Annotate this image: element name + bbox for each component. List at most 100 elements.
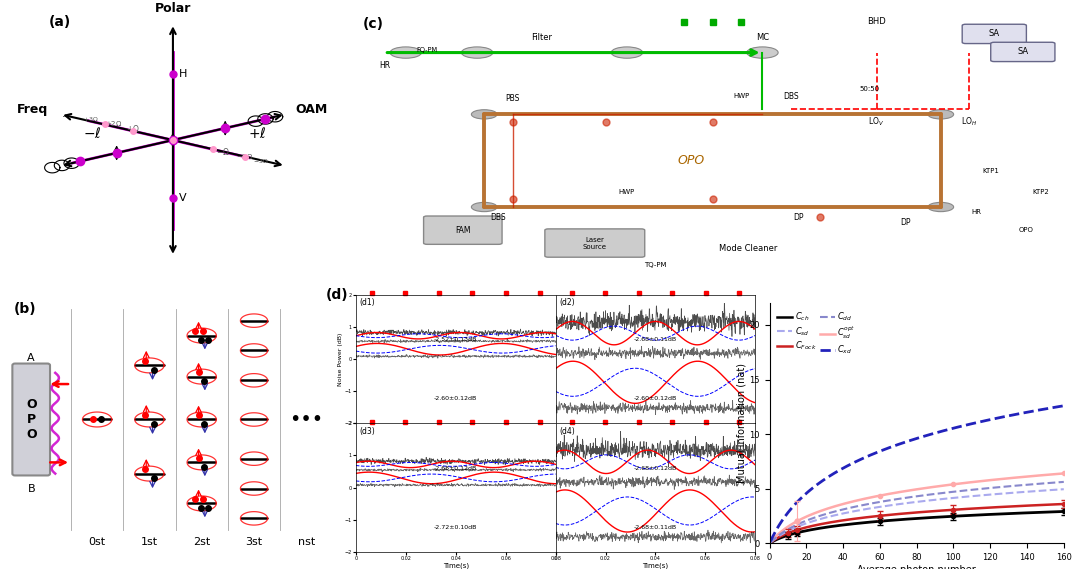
- Line: $C_{xd}$: $C_{xd}$: [770, 406, 1064, 541]
- Text: HWP: HWP: [619, 188, 635, 195]
- Text: PBS: PBS: [505, 94, 519, 104]
- $C^{opt}_{sd}$: [975, 477, 988, 484]
- Text: (d2): (d2): [559, 298, 576, 307]
- Text: SA: SA: [988, 29, 1000, 38]
- Text: (d3): (d3): [360, 427, 376, 436]
- Text: LO$_H$: LO$_H$: [961, 116, 977, 129]
- $C^{opt}_{sd}$: [799, 513, 812, 520]
- Text: (d): (d): [326, 288, 349, 302]
- $C^{opt}_{sd}$: [948, 481, 961, 488]
- X-axis label: Average photon number: Average photon number: [858, 565, 976, 569]
- $C_{Fock}$: [948, 506, 961, 513]
- $C^{opt}_{sd}$: [1057, 470, 1070, 477]
- $C_{sd}$: [1057, 486, 1070, 493]
- $C_{xd}$: [764, 538, 777, 545]
- Text: •••: •••: [289, 410, 323, 429]
- $C^{opt}_{sd}$: [860, 495, 873, 502]
- FancyBboxPatch shape: [423, 216, 502, 244]
- Text: Freq: Freq: [17, 103, 49, 116]
- $C_{Fock}$: [977, 505, 990, 512]
- Text: (d4): (d4): [559, 427, 576, 436]
- $C_{xd}$: [860, 453, 873, 460]
- Text: HR: HR: [379, 61, 390, 70]
- $C_{ch}$: [799, 527, 812, 534]
- Text: $-2\Omega$: $-2\Omega$: [235, 152, 253, 160]
- $C_{dd}$: [764, 539, 777, 546]
- Text: $+\ell$: $+\ell$: [248, 126, 267, 141]
- Text: 0st: 0st: [89, 537, 106, 547]
- FancyBboxPatch shape: [545, 229, 645, 257]
- $C_{sd}$: [977, 492, 990, 498]
- Text: -2.68±0.12dB: -2.68±0.12dB: [434, 465, 477, 471]
- $C_{sd}$: [975, 492, 988, 498]
- Text: B: B: [27, 484, 35, 493]
- Y-axis label: Noise Power (dB): Noise Power (dB): [338, 332, 343, 386]
- $C_{sd}$: [880, 502, 893, 509]
- Text: $+2\Omega$: $+2\Omega$: [105, 119, 122, 128]
- Text: DP: DP: [900, 218, 910, 227]
- $C_{dd}$: [975, 485, 988, 492]
- Line: $C_{dd}$: $C_{dd}$: [770, 482, 1064, 542]
- Text: HWP: HWP: [733, 93, 750, 100]
- $C_{dd}$: [977, 485, 990, 492]
- $C_{sd}$: [799, 520, 812, 527]
- Text: -2.68±0.11dB: -2.68±0.11dB: [634, 337, 677, 342]
- $C_{dd}$: [948, 488, 961, 495]
- Text: BHD: BHD: [867, 17, 886, 26]
- Text: -2.68±0.11dB: -2.68±0.11dB: [634, 525, 677, 530]
- Text: FAM: FAM: [455, 226, 471, 234]
- Circle shape: [471, 203, 497, 212]
- $C_{sd}$: [948, 494, 961, 501]
- Text: DBS: DBS: [490, 213, 507, 222]
- Line: $C_{Fock}$: $C_{Fock}$: [770, 504, 1064, 543]
- Text: $+3\Omega$: $+3\Omega$: [83, 115, 98, 123]
- Text: TQ-PM: TQ-PM: [644, 262, 666, 268]
- $C_{ch}$: [880, 517, 893, 524]
- $C_{ch}$: [948, 513, 961, 519]
- $C_{xd}$: [880, 445, 893, 452]
- Text: $-3\Omega$: $-3\Omega$: [254, 156, 269, 164]
- Text: $+\Omega$: $+\Omega$: [126, 123, 140, 134]
- Line: $C^{opt}_{sd}$: $C^{opt}_{sd}$: [770, 473, 1064, 542]
- Text: nst: nst: [298, 537, 315, 547]
- Text: -2.60±0.12dB: -2.60±0.12dB: [434, 396, 477, 401]
- $C_{sd}$: [860, 506, 873, 513]
- Circle shape: [746, 47, 778, 58]
- $C_{xd}$: [948, 424, 961, 431]
- Text: Mode Cleaner: Mode Cleaner: [719, 244, 778, 253]
- $C_{dd}$: [1057, 479, 1070, 485]
- $C_{Fock}$: [860, 514, 873, 521]
- Text: V: V: [179, 193, 187, 203]
- Line: $C_{sd}$: $C_{sd}$: [770, 489, 1064, 543]
- Legend: $C_{ch}$, $C_{sd}$, $C_{Fock}$, $C_{dd}$, $C^{opt}_{sd}$, $C_{xd}$: $C_{ch}$, $C_{sd}$, $C_{Fock}$, $C_{dd}$…: [773, 307, 859, 359]
- Text: 50:50: 50:50: [860, 85, 879, 92]
- Text: DP: DP: [793, 213, 804, 222]
- X-axis label: Time(s): Time(s): [443, 563, 469, 569]
- $C_{xd}$: [1057, 402, 1070, 409]
- FancyBboxPatch shape: [12, 364, 50, 476]
- Text: MC: MC: [756, 32, 769, 42]
- Text: -2.72±0.10dB: -2.72±0.10dB: [434, 525, 477, 530]
- Text: -2.52±0.13dB: -2.52±0.13dB: [434, 337, 477, 342]
- Circle shape: [928, 203, 954, 212]
- $C_{Fock}$: [975, 505, 988, 512]
- Text: KTP1: KTP1: [983, 168, 999, 174]
- Circle shape: [928, 110, 954, 119]
- Text: (d1): (d1): [360, 298, 376, 307]
- $C^{opt}_{sd}$: [880, 491, 893, 498]
- Text: Laser
Source: Laser Source: [583, 237, 607, 250]
- $C_{dd}$: [880, 497, 893, 504]
- $C_{xd}$: [977, 418, 990, 424]
- Text: $-\Omega$: $-\Omega$: [216, 146, 229, 157]
- $C_{ch}$: [1057, 508, 1070, 515]
- Text: DBS: DBS: [783, 92, 799, 101]
- Text: OPO: OPO: [677, 154, 705, 167]
- $C_{ch}$: [764, 539, 777, 546]
- Text: ...: ...: [62, 109, 72, 119]
- Text: O
P
O: O P O: [26, 398, 37, 441]
- Text: Polar: Polar: [154, 2, 191, 15]
- Text: LO$_V$: LO$_V$: [868, 116, 885, 129]
- $C_{xd}$: [799, 490, 812, 497]
- Text: 1st: 1st: [140, 537, 158, 547]
- Text: SA: SA: [1017, 47, 1028, 56]
